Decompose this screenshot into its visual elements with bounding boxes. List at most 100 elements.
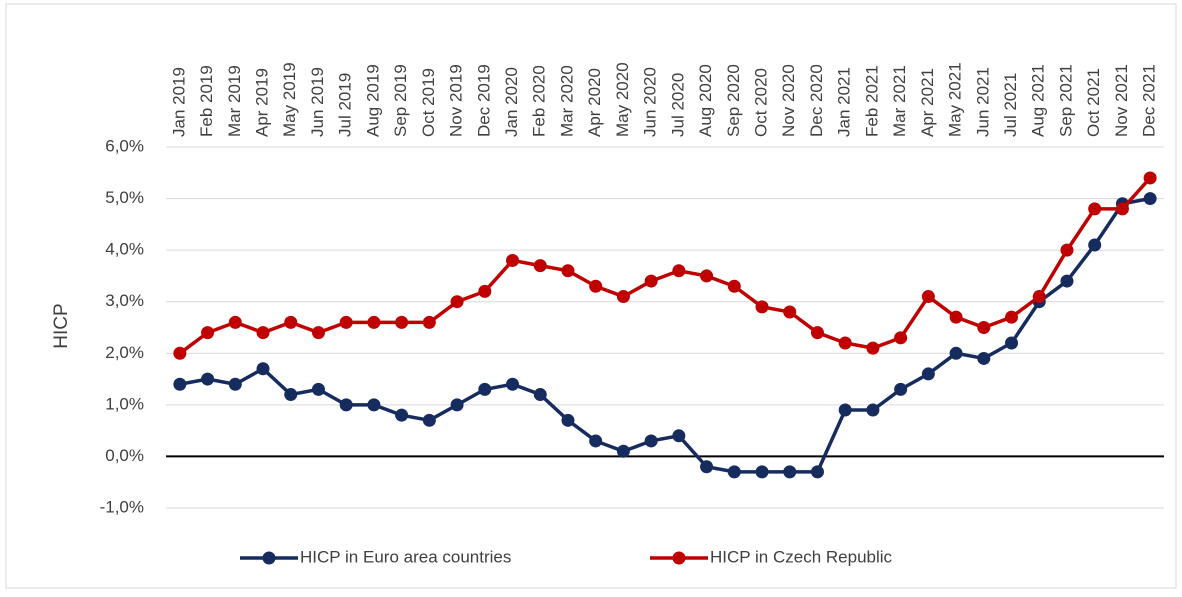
x-tick-label: Oct 2019 [419, 68, 438, 137]
legend-marker [262, 551, 276, 565]
x-tick-label: Apr 2019 [253, 68, 272, 137]
point [810, 326, 824, 340]
y-axis-title: HICP [51, 303, 72, 348]
point [921, 367, 935, 381]
x-tick-label: Jan 2019 [169, 67, 188, 137]
x-tick-label: Feb 2020 [530, 65, 549, 137]
point [589, 434, 603, 448]
y-tick-label: 1,0% [105, 394, 144, 413]
point [755, 300, 769, 314]
point [644, 434, 658, 448]
point [201, 326, 215, 340]
point [783, 465, 797, 479]
x-tick-label: Jul 2019 [336, 73, 355, 137]
x-tick-label: Jun 2019 [308, 67, 327, 137]
legend-marker [672, 551, 686, 565]
point [450, 295, 464, 309]
point [339, 315, 353, 329]
x-tick-label: Jul 2021 [1001, 73, 1020, 137]
point [228, 377, 242, 391]
point [533, 388, 547, 402]
x-tick-label: Jun 2021 [973, 67, 992, 137]
point [395, 408, 409, 422]
point [284, 388, 298, 402]
x-tick-label: Apr 2021 [918, 68, 937, 137]
chart-border [5, 3, 1177, 589]
point [173, 377, 187, 391]
point [228, 315, 242, 329]
point [921, 290, 935, 304]
point [367, 398, 381, 412]
x-tick-label: Feb 2019 [197, 65, 216, 137]
point [700, 460, 714, 474]
point [561, 264, 575, 278]
point [616, 290, 630, 304]
x-tick-label: Jan 2020 [502, 67, 521, 137]
point [173, 346, 187, 360]
x-tick-label: Jan 2021 [835, 67, 854, 137]
point [727, 465, 741, 479]
x-tick-label: Oct 2020 [752, 68, 771, 137]
point [506, 253, 520, 267]
x-tick-label: Nov 2020 [779, 64, 798, 137]
legend-label: HICP in Czech Republic [710, 547, 893, 566]
point [977, 351, 991, 365]
y-tick-label: 0,0% [105, 446, 144, 465]
point [1005, 310, 1019, 324]
point [284, 315, 298, 329]
x-tick-label: Sep 2019 [391, 64, 410, 137]
point [311, 382, 325, 396]
x-tick-label: Aug 2021 [1029, 64, 1048, 137]
legend-label: HICP in Euro area countries [300, 547, 511, 566]
point [1088, 238, 1102, 252]
point [1060, 274, 1074, 288]
point [422, 413, 436, 427]
point [755, 465, 769, 479]
y-tick-label: 4,0% [105, 240, 144, 259]
point [838, 336, 852, 350]
x-tick-label: Jun 2020 [641, 67, 660, 137]
point [201, 372, 215, 386]
point [256, 362, 270, 376]
point [561, 413, 575, 427]
point [1060, 243, 1074, 257]
point [256, 326, 270, 340]
x-tick-label: Dec 2019 [474, 64, 493, 137]
x-tick-label: Nov 2019 [447, 64, 466, 137]
x-tick-label: Feb 2021 [862, 65, 881, 137]
x-tick-label: Mar 2019 [225, 65, 244, 137]
x-tick-label: Apr 2020 [585, 68, 604, 137]
x-tick-label: Sep 2021 [1056, 64, 1075, 137]
y-tick-label: 3,0% [105, 291, 144, 310]
point [810, 465, 824, 479]
x-tick-label: Jul 2020 [668, 73, 687, 137]
point [1143, 171, 1157, 185]
y-tick-label: 2,0% [105, 343, 144, 362]
point [478, 284, 492, 298]
x-tick-label: Sep 2020 [724, 64, 743, 137]
point [395, 315, 409, 329]
point [589, 279, 603, 293]
point [367, 315, 381, 329]
x-tick-label: Mar 2021 [890, 65, 909, 137]
x-tick-label: May 2021 [946, 62, 965, 137]
x-tick-label: Oct 2021 [1084, 68, 1103, 137]
y-tick-label: 5,0% [105, 188, 144, 207]
x-tick-label: Dec 2021 [1140, 64, 1159, 137]
point [866, 403, 880, 417]
point [894, 331, 908, 345]
point [311, 326, 325, 340]
x-tick-label: Aug 2019 [363, 64, 382, 137]
point [644, 274, 658, 288]
point [949, 310, 963, 324]
point [1143, 192, 1157, 206]
point [977, 321, 991, 334]
y-tick-label: -1,0% [100, 497, 144, 516]
point [700, 269, 714, 283]
point [866, 341, 880, 355]
x-tick-label: May 2019 [280, 62, 299, 137]
point [727, 279, 741, 293]
x-tick-label: Dec 2020 [807, 64, 826, 137]
